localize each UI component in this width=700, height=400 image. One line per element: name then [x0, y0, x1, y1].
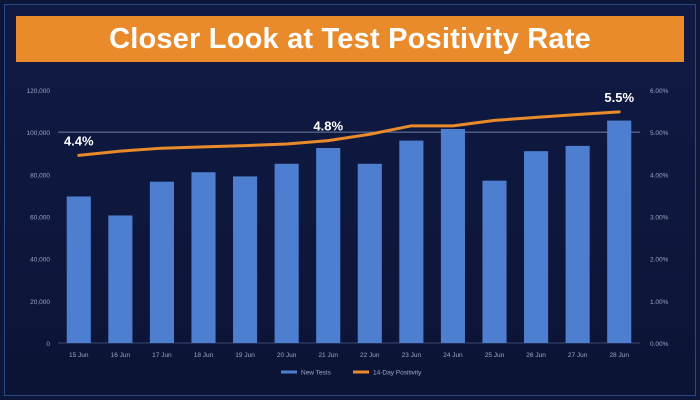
x-tick-label: 17 Jun [152, 352, 172, 359]
x-tick-label: 21 Jun [318, 352, 338, 359]
right-tick-label: 2.00% [650, 257, 669, 264]
x-tick-label: 19 Jun [235, 352, 255, 359]
line-series [77, 110, 621, 157]
x-tick-label: 22 Jun [360, 352, 380, 359]
bar-new-tests [357, 163, 382, 343]
x-tick-label: 23 Jun [402, 352, 422, 359]
bar-new-tests [274, 163, 299, 343]
legend-label-new-tests: New Tests [301, 370, 332, 377]
bar-new-tests [316, 147, 341, 343]
x-axis: 15 Jun 16 Jun 17 Jun 18 Jun 19 Jun 20 Jun 21 J… [69, 352, 629, 359]
left-tick-label: 0 [46, 341, 50, 348]
left-tick-label: 20,000 [30, 299, 50, 306]
x-tick-label: 18 Jun [194, 352, 214, 359]
right-tick-label: 1.00% [650, 299, 669, 306]
x-tick-label: 16 Jun [111, 352, 131, 359]
annotation-label: 4.8% [313, 119, 343, 134]
bar-new-tests [524, 151, 549, 343]
legend-label-positivity: 14-Day Positivity [373, 370, 422, 377]
bar-new-tests [108, 215, 133, 343]
left-tick-label: 40,000 [30, 257, 50, 264]
left-tick-label: 100,000 [27, 130, 51, 137]
reference-lines [58, 131, 640, 344]
legend: New Tests 14-Day Positivity [281, 370, 422, 377]
right-tick-label: 4.00% [650, 172, 669, 179]
bar-new-tests [607, 120, 632, 343]
bar-new-tests [191, 172, 216, 343]
chart-title: Closer Look at Test Positivity Rate [109, 22, 591, 55]
bar-new-tests [399, 140, 424, 343]
left-tick-label: 120,000 [27, 88, 51, 95]
annotations: 4.4% 4.8% 5.5% [64, 90, 635, 148]
bar-new-tests [482, 180, 507, 343]
right-tick-label: 6.00% [650, 88, 669, 95]
bars-series [66, 120, 632, 343]
right-tick-label: 5.00% [650, 130, 669, 137]
bar-new-tests [565, 145, 590, 343]
x-tick-label: 20 Jun [277, 352, 297, 359]
x-tick-label: 28 Jun [609, 352, 629, 359]
title-banner: Closer Look at Test Positivity Rate [16, 16, 684, 62]
x-tick-label: 25 Jun [485, 352, 505, 359]
x-tick-label: 26 Jun [526, 352, 546, 359]
left-axis: 0 20,000 40,000 60,000 80,000 100,000 120,000 [27, 88, 51, 348]
bar-new-tests [233, 176, 258, 343]
x-tick-label: 27 Jun [568, 352, 588, 359]
right-tick-label: 3.00% [650, 215, 669, 222]
bar-new-tests [149, 181, 174, 343]
positivity-line [77, 110, 621, 157]
left-tick-label: 60,000 [30, 215, 50, 222]
bar-new-tests [66, 196, 91, 343]
left-tick-label: 80,000 [30, 172, 50, 179]
annotation-label: 4.4% [64, 133, 94, 148]
annotation-label: 5.5% [604, 90, 634, 105]
right-axis: 0.00% 1.00% 2.00% 3.00% 4.00% 5.00% 6.00% [650, 88, 669, 348]
x-tick-label: 15 Jun [69, 352, 89, 359]
bar-new-tests [440, 129, 465, 343]
x-tick-label: 24 Jun [443, 352, 463, 359]
right-tick-label: 0.00% [650, 341, 669, 348]
